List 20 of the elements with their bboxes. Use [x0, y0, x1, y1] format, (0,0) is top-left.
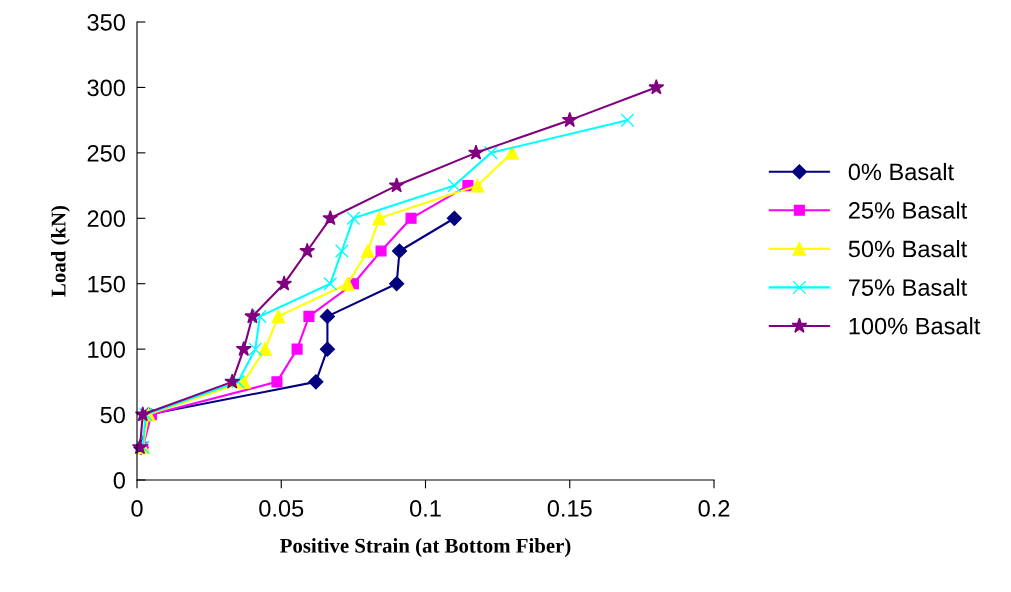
- x-axis-title: Positive Strain (at Bottom Fiber): [280, 538, 571, 558]
- y-tick-label: 200: [87, 210, 125, 228]
- x-tick-label: 0.2: [698, 500, 730, 517]
- y-tick-label: 50: [100, 406, 125, 424]
- legend-label: 50% Basalt: [848, 240, 968, 258]
- legend-label: 100% Basalt: [849, 317, 981, 335]
- legend-label: 0% Basalt: [848, 162, 954, 181]
- y-tick-label: 350: [87, 14, 125, 31]
- y-tick-label: 0: [113, 472, 125, 489]
- legend-label: 25% Basalt: [848, 201, 968, 219]
- legend-label: 75% Basalt: [849, 278, 968, 296]
- y-axis-title: Load (kN): [50, 205, 70, 297]
- y-tick-label: 100: [88, 341, 125, 358]
- y-tick-label: 250: [87, 144, 125, 162]
- x-tick-label: 0.1: [410, 500, 441, 517]
- y-tick-label: 300: [87, 79, 125, 97]
- x-tick-label: 0: [131, 500, 143, 517]
- x-tick-label: 0.05: [259, 500, 304, 517]
- y-tick-label: 150: [88, 275, 125, 293]
- x-tick-label: 0.15: [547, 500, 592, 517]
